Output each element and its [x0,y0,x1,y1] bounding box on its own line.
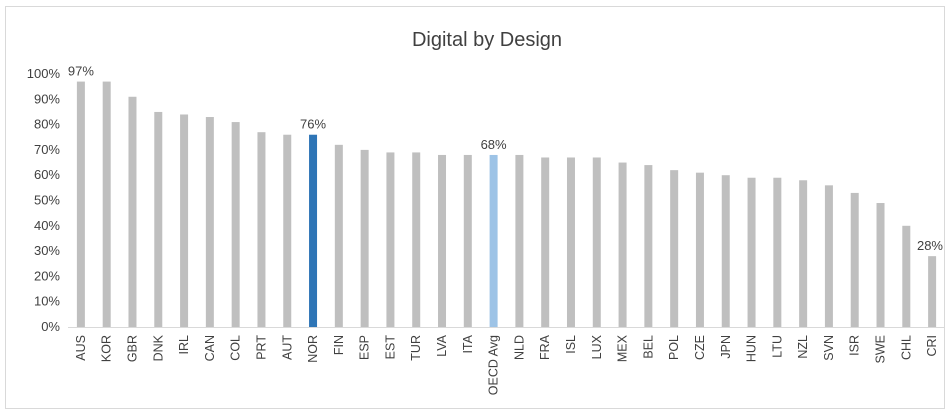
x-tick-label: DNK [151,334,165,361]
x-tick-label: GBR [125,335,139,362]
y-axis: 0% 10% 20% 30% 40% 50% 60% 70% 80% 90% 100% [27,66,61,334]
data-label: 68% [481,137,507,152]
y-tick-label: 10% [34,294,60,309]
bar [386,152,395,327]
x-tick-label: ESP [358,335,372,360]
y-tick-label: 80% [34,117,60,132]
bar [257,132,266,327]
x-tick-label: EST [383,335,397,360]
y-tick-label: 70% [34,142,60,157]
x-tick-label: CHL [899,335,913,360]
bar [128,96,137,328]
y-tick-label: 60% [34,167,60,182]
bar [515,154,524,327]
bar [438,154,447,327]
bar [644,165,653,327]
bar [928,256,937,327]
bar [850,192,859,327]
x-tick-label: LUX [590,334,604,359]
bar [154,111,163,327]
x-tick-label: MEX [616,334,630,362]
bar [205,117,214,327]
bar [76,81,85,327]
x-tick-label: SVN [822,335,836,361]
chart-title: Digital by Design [412,29,562,51]
bar [747,177,756,327]
data-label: 28% [917,238,943,253]
x-tick-label: CAN [203,335,217,361]
x-tick-label: FRA [538,334,552,360]
bar [721,175,730,327]
data-label: 97% [68,64,94,79]
bar [309,134,318,327]
bar [695,172,704,327]
bar [799,180,808,327]
x-tick-label: AUS [74,335,88,361]
y-tick-label: 50% [34,193,60,208]
y-tick-label: 40% [34,218,60,233]
bar [231,122,240,327]
y-tick-label: 0% [41,319,60,334]
x-tick-label: KOR [100,335,114,362]
bar [489,154,498,327]
x-tick-label: NLD [512,335,526,360]
x-tick-label: OECD Avg [487,335,501,395]
x-tick-label: BEL [641,335,655,359]
bar [670,170,679,327]
x-tick-label: COL [229,335,243,361]
bar [102,81,111,327]
x-tick-label: POL [667,335,681,360]
bar [618,162,627,327]
bar [412,152,421,327]
x-tick-label: LTU [770,335,784,358]
bar [283,134,292,327]
x-tick-label: ISR [848,335,862,356]
x-tick-label: ISL [564,335,578,354]
bars [76,81,937,328]
bar [180,114,189,327]
bar [463,154,472,327]
bar [334,144,343,327]
x-tick-label: HUN [745,335,759,362]
y-tick-label: 90% [34,91,60,106]
x-tick-label: SWE [874,335,888,363]
x-tick-label: IRL [177,335,191,355]
bar [566,157,575,327]
bar [592,157,601,327]
x-axis: AUS KOR GBR DNK IRL CAN COL PRT AUT NOR FIN ESP EST T… [74,334,939,395]
x-tick-label: AUT [280,335,294,360]
bar [360,149,369,327]
data-label: 76% [300,117,326,132]
x-tick-label: LVA [435,334,449,356]
bar [541,157,550,327]
bar [824,185,833,327]
data-labels: 97% 76% 68% 28% [68,64,944,254]
bar [773,177,782,327]
x-tick-label: TUR [409,335,423,361]
x-tick-label: ITA [461,334,475,353]
x-tick-label: NZL [796,335,810,359]
y-tick-label: 100% [27,66,61,81]
x-tick-label: FIN [332,335,346,355]
y-tick-label: 20% [34,268,60,283]
x-tick-label: CRI [925,335,939,357]
y-tick-label: 30% [34,243,60,258]
bar [876,203,885,327]
bar [902,225,911,327]
x-tick-label: PRT [254,335,268,360]
x-tick-label: CZE [693,335,707,360]
x-tick-label: NOR [306,335,320,363]
x-tick-label: JPN [719,335,733,359]
